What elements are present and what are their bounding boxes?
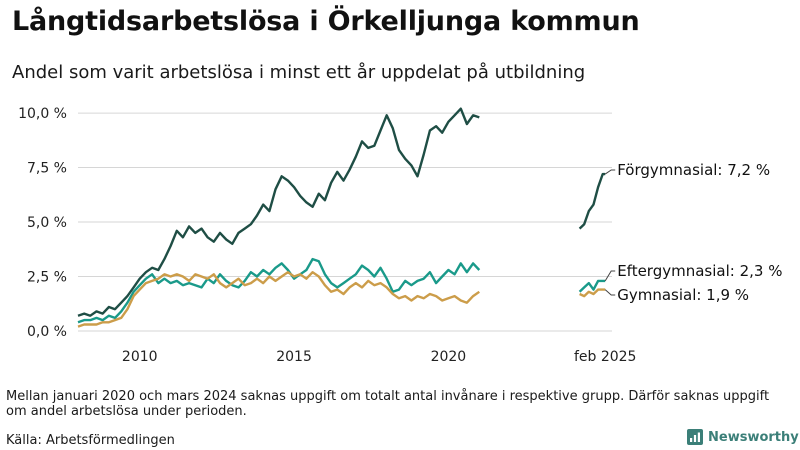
label-leader-line <box>604 270 616 282</box>
series-end-label: Eftergymnasial: 2,3 % <box>617 262 782 280</box>
label-leader-line <box>604 289 616 296</box>
series-lines <box>77 107 606 328</box>
x-tick-label: 2020 <box>431 349 467 365</box>
y-tick-label: 10,0 % <box>18 106 67 122</box>
series-line-eftergymnasial-0 <box>77 257 481 324</box>
chart-subtitle: Andel som varit arbetslösa i minst ett å… <box>12 62 586 83</box>
y-tick-label: 7,5 % <box>27 161 67 177</box>
y-tick-label: 0,0 % <box>27 324 67 340</box>
series-end-label: Gymnasial: 1,9 % <box>617 286 749 304</box>
series-labels: Förgymnasial: 7,2 % Eftergymnasial: 2,3 %… <box>604 161 782 304</box>
y-tick-label: 2,5 % <box>27 270 67 286</box>
newsworthy-logo-icon <box>687 429 703 445</box>
x-tick-label: 2015 <box>276 349 312 365</box>
x-tick-label: 2010 <box>122 349 158 365</box>
chart-footnote: Mellan januari 2020 och mars 2024 saknas… <box>6 389 770 419</box>
line-chart: 0,0 % 2,5 % 5,0 % 7,5 % 10,0 % 2010 2015 2020 f… <box>18 106 782 365</box>
chart-source: Källa: Arbetsförmedlingen <box>6 433 175 448</box>
series-line-eftergymnasial-1 <box>578 279 606 293</box>
series-line-förgymnasial-1 <box>578 172 606 230</box>
chart-title: Långtidsarbetslösa i Örkelljunga kommun <box>12 6 640 37</box>
brand-logo[interactable]: Newsworthy <box>687 429 799 445</box>
series-line-gymnasial-0 <box>77 271 480 328</box>
series-line-gymnasial-1 <box>579 288 606 298</box>
x-tick-label: feb 2025 <box>574 349 637 365</box>
y-axis-ticks: 0,0 % 2,5 % 5,0 % 7,5 % 10,0 % <box>18 106 67 340</box>
series-line-förgymnasial-0 <box>77 107 480 317</box>
x-axis-ticks: 2010 2015 2020 feb 2025 <box>122 349 637 365</box>
y-tick-label: 5,0 % <box>27 215 67 231</box>
label-leader-line <box>604 169 616 175</box>
brand-name: Newsworthy <box>708 429 799 445</box>
series-end-label: Förgymnasial: 7,2 % <box>617 161 770 179</box>
gridlines <box>78 112 612 332</box>
